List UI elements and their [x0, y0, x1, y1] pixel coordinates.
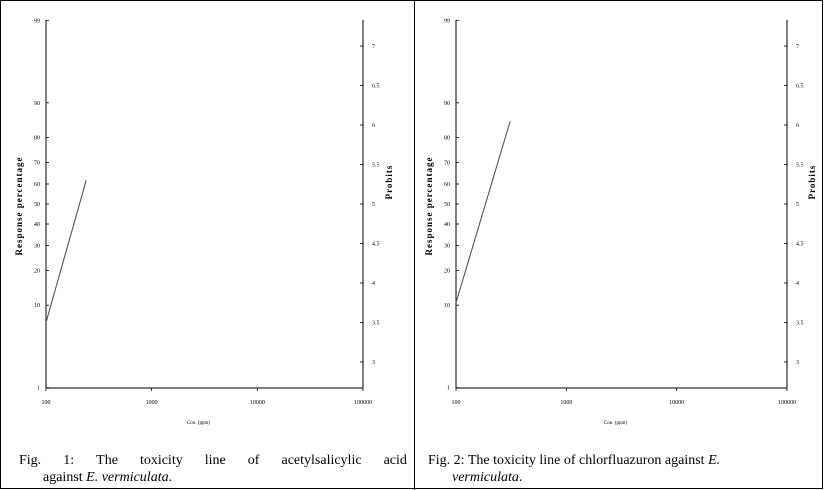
y-tick-label: 90 — [34, 101, 40, 107]
y-tick-label: 10 — [444, 303, 450, 309]
caption-2-period: . — [518, 470, 523, 485]
y2-tick-label: 4.5 — [796, 241, 804, 247]
y2-tick-label: 6.5 — [796, 84, 804, 90]
x-tick-label: 10000 — [250, 400, 265, 406]
x-tick-label: 1000 — [146, 400, 158, 406]
y-tick-label: 80 — [444, 136, 450, 142]
y-tick-label: 60 — [34, 182, 40, 188]
y2-tick-label: 7 — [796, 44, 799, 50]
y-tick-label: 1 — [37, 386, 40, 392]
caption-1-word: acid — [383, 453, 407, 468]
y-tick-label: 70 — [34, 161, 40, 167]
y2-tick-label: 3.5 — [796, 320, 804, 326]
caption-1-text: against — [43, 470, 87, 485]
figure-caption-1: Fig. 1: The toxicity line of acetylsalic… — [19, 452, 407, 486]
caption-1-line-2: against E. vermiculata. — [19, 469, 407, 486]
x-tick-label: 1000 — [560, 400, 572, 406]
caption-1-line-1: Fig. 1: The toxicity line of acetylsalic… — [19, 452, 407, 469]
y-tick-label: 20 — [34, 268, 40, 274]
x-tick-label: 100000 — [354, 400, 372, 406]
figure-caption-2: Fig. 2: The toxicity line of chlorfluazu… — [428, 452, 824, 486]
y-tick-label: 60 — [444, 182, 450, 188]
y-tick-label: 50 — [444, 202, 450, 208]
caption-2-genus: E. — [708, 453, 721, 468]
caption-1-word: acetylsalicylic — [281, 453, 362, 468]
y2-tick-label: 3.5 — [372, 320, 380, 326]
y2-tick-label: 4 — [796, 281, 799, 287]
caption-2-line-1: Fig. 2: The toxicity line of chlorfluazu… — [428, 452, 824, 469]
x-tick-label: 10000 — [669, 400, 684, 406]
y-tick-label: 40 — [444, 222, 450, 228]
y-tick-label: 30 — [34, 243, 40, 249]
y-tick-label: 1 — [447, 386, 450, 392]
x-axis-label: Con. (ppm) — [604, 421, 627, 426]
caption-1-species: E. vermiculata — [86, 470, 169, 485]
y-tick-label: 40 — [34, 222, 40, 228]
y2-tick-label: 6 — [796, 123, 799, 129]
y2-tick-label: 6.5 — [372, 84, 380, 90]
y-tick-label: 80 — [34, 136, 40, 142]
charts-canvas: 1 10 20 30 40 50 60 70 80 90 99 3 3.5 4 4.5 5 5.5 6 6.5 7 10… — [14, 18, 817, 426]
y-tick-label: 70 — [444, 161, 450, 167]
y-axis-label: Response percentage — [14, 156, 24, 255]
y2-tick-label: 3 — [796, 360, 799, 366]
y-tick-label: 50 — [34, 202, 40, 208]
caption-2-text: Fig. 2: The toxicity line of chlorfluazu… — [428, 453, 709, 468]
x-tick-label: 100 — [42, 400, 51, 406]
y-axis-label: Response percentage — [424, 156, 434, 255]
panel-divider — [414, 0, 415, 490]
y-tick-label: 90 — [444, 101, 450, 107]
x-axis-label: Con. (ppm) — [187, 421, 210, 426]
caption-1-word: of — [247, 453, 260, 468]
y-tick-label: 10 — [34, 303, 40, 309]
caption-1-word: toxicity — [139, 453, 183, 468]
caption-1-word: line — [204, 453, 226, 468]
y2-tick-label: 4.5 — [372, 241, 380, 247]
caption-2-line-2: vermiculata. — [428, 469, 824, 486]
toxicity-line — [45, 180, 87, 323]
toxicity-line — [455, 120, 511, 303]
y-tick-label: 99 — [444, 18, 450, 24]
y-tick-label: 99 — [34, 18, 40, 24]
y2-tick-label: 5.5 — [796, 163, 804, 169]
x-tick-label: 100000 — [778, 400, 796, 406]
y2-tick-label: 4 — [372, 281, 375, 287]
caption-2-species: vermiculata — [452, 470, 519, 485]
y-tick-label: 20 — [444, 268, 450, 274]
y2-axis-label: Probits — [807, 165, 817, 200]
y2-tick-label: 5 — [796, 202, 799, 208]
y2-tick-label: 6 — [372, 123, 375, 129]
y2-tick-label: 5 — [372, 202, 375, 208]
y2-tick-label: 5.5 — [372, 163, 380, 169]
y-tick-label: 30 — [444, 243, 450, 249]
y2-tick-label: 7 — [372, 44, 375, 50]
caption-1-word: The — [96, 453, 118, 468]
y2-tick-label: 3 — [372, 360, 375, 366]
caption-1-word: Fig. — [19, 453, 42, 468]
y2-axis-label: Probits — [384, 165, 394, 200]
x-tick-label: 100 — [452, 400, 461, 406]
caption-1-period: . — [168, 470, 173, 485]
caption-1-word: 1: — [63, 453, 75, 468]
